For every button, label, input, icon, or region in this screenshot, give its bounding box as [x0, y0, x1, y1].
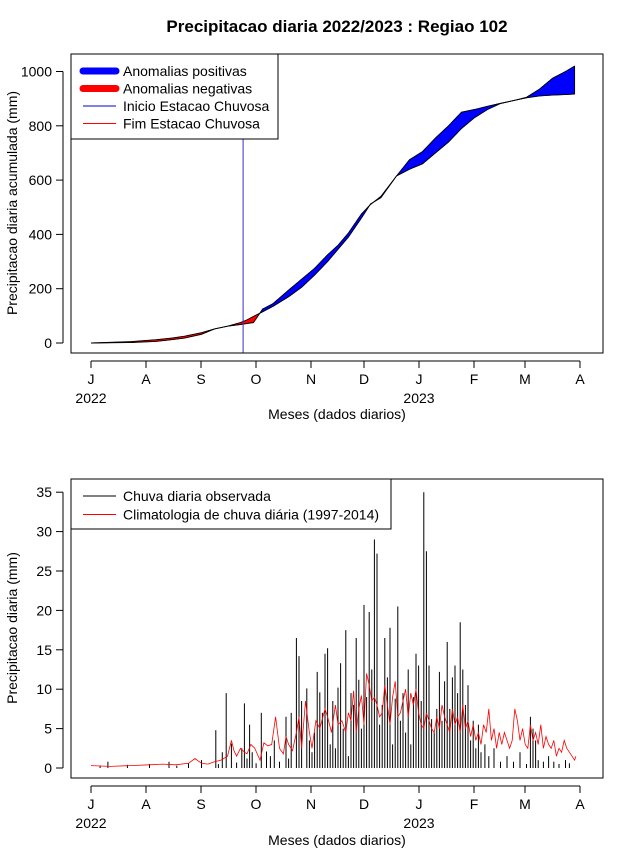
x-tick-label: A: [575, 371, 585, 387]
x-tick-label: N: [306, 796, 316, 812]
y-tick-label: 0: [44, 760, 52, 776]
y-tick-label: 15: [36, 642, 52, 658]
x-tick-label: F: [470, 796, 479, 812]
cumulative-lines: [90, 54, 576, 353]
y-tick-label: 35: [36, 484, 52, 500]
y-tick-label: 1000: [21, 64, 52, 80]
y-tick-label: 10: [36, 681, 52, 697]
y-tick-label: 5: [44, 721, 52, 737]
y-tick-label: 200: [29, 281, 53, 297]
cumulative-precipitation-chart: Precipitacao diaria 2022/2023 : Regiao 1…: [4, 17, 604, 422]
legend-box: [70, 478, 392, 530]
y-tick-label: 800: [29, 118, 53, 134]
legend-label: Chuva diaria observada: [123, 488, 271, 504]
x-tick-label: J: [416, 371, 423, 387]
chart-title: Precipitacao diaria 2022/2023 : Regiao 1…: [166, 17, 507, 36]
x-year-label: 2023: [403, 390, 434, 406]
x-tick-label: D: [359, 371, 369, 387]
legend-label: Climatologia de chuva diária (1997-2014): [123, 507, 379, 523]
x-tick-label: J: [416, 796, 423, 812]
legend: Chuva diaria observada Climatologia de ch…: [70, 478, 392, 530]
y-tick-label: 600: [29, 172, 53, 188]
plot-frame: [70, 53, 604, 354]
y-axis-label: Precipitacao diaria (mm): [4, 552, 20, 704]
y-tick-label: 400: [29, 226, 53, 242]
x-tick-label: S: [196, 796, 205, 812]
daily-bars: [99, 492, 570, 768]
x-year-label: 2022: [75, 390, 106, 406]
x-tick-label: M: [519, 796, 531, 812]
y-axis: 0 5 10 15 20 25 30 35: [36, 484, 64, 776]
x-tick-label: D: [359, 796, 369, 812]
x-tick-label: A: [141, 371, 151, 387]
x-axis: J A S O N D J F M A 2022 2023: [75, 785, 585, 831]
x-year-label: 2022: [75, 815, 106, 831]
x-tick-label: M: [519, 371, 531, 387]
x-axis: J A S O N D J F M A 2022 2023: [75, 360, 585, 406]
legend: Anomalias positivas Anomalias negativasIn…: [70, 53, 279, 140]
legend-label: Anomalias positivas: [123, 63, 247, 79]
climatology-daily-line: [90, 673, 577, 767]
x-tick-label: S: [196, 371, 205, 387]
x-tick-label: J: [88, 796, 95, 812]
x-tick-label: J: [88, 371, 95, 387]
legend-label: Inicio Estacao Chuvosa: [123, 98, 270, 114]
x-axis-label: Meses (dados diarios): [268, 406, 406, 422]
y-axis: 0 200 400 600 800 1000: [21, 64, 64, 351]
x-tick-label: O: [251, 371, 262, 387]
y-axis-label: Precipitacao diaria acumulada (mm): [4, 91, 20, 315]
y-tick-label: 20: [36, 602, 52, 618]
climatology-line: [90, 673, 577, 767]
daily-precipitation-chart: J A S O N D J F M A 2022 2023 0 5 10 15 20 25 30 35 Meses …: [4, 478, 604, 848]
legend-label: Fim Estacao Chuvosa: [123, 116, 260, 132]
y-tick-label: 25: [36, 563, 52, 579]
x-axis-label: Meses (dados diarios): [268, 832, 406, 848]
x-tick-label: O: [251, 796, 262, 812]
x-tick-label: A: [575, 796, 585, 812]
y-tick-label: 30: [36, 524, 52, 540]
x-tick-label: A: [141, 796, 151, 812]
y-tick-label: 0: [44, 335, 52, 351]
x-year-label: 2023: [403, 815, 434, 831]
x-tick-label: F: [470, 371, 479, 387]
x-tick-label: N: [306, 371, 316, 387]
legend-label: Anomalias negativas: [123, 81, 252, 97]
climatology-cumulative-line: [90, 93, 575, 344]
